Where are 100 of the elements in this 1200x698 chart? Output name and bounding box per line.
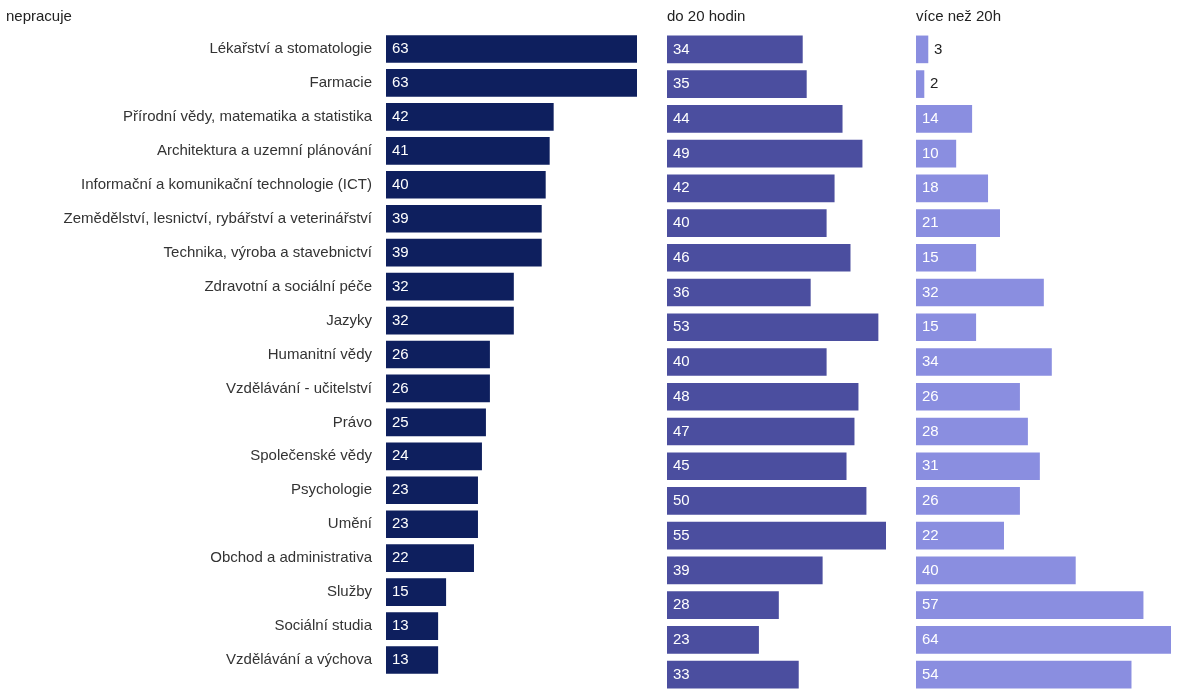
data-label: 39 xyxy=(673,560,690,578)
bar xyxy=(916,626,1171,654)
bar xyxy=(386,510,478,539)
data-label: 63 xyxy=(392,73,409,91)
data-label: 15 xyxy=(922,247,939,265)
y-tick-label: Právo xyxy=(332,412,372,430)
data-label: 35 xyxy=(673,74,690,92)
data-label: 48 xyxy=(673,386,690,404)
data-label: 64 xyxy=(922,630,939,648)
bar xyxy=(916,417,1028,446)
text: nepracuje xyxy=(6,7,72,25)
data-label: 34 xyxy=(673,39,690,57)
bar xyxy=(386,476,478,505)
data-label: 57 xyxy=(922,595,939,613)
y-tick-label: Přírodní vědy, matematika a statistika xyxy=(123,107,373,125)
data-label: 15 xyxy=(392,582,409,600)
data-label: 25 xyxy=(392,412,409,430)
bar xyxy=(667,521,886,550)
data-label: 13 xyxy=(392,616,409,634)
bar xyxy=(386,136,550,165)
bar xyxy=(667,278,811,307)
bar xyxy=(386,35,637,63)
y-tick-label: Zemědělství, lesnictví, rybářství a veterinářství xyxy=(63,208,373,226)
data-label: 26 xyxy=(922,491,939,509)
bar xyxy=(916,313,977,342)
data-label: 23 xyxy=(673,630,690,648)
data-label: 39 xyxy=(392,208,409,226)
y-tick-label: Zdravotní a sociální péče xyxy=(204,276,372,294)
bar xyxy=(667,139,863,168)
bar xyxy=(667,313,879,342)
data-label: 50 xyxy=(673,491,690,509)
data-label: 13 xyxy=(392,650,409,668)
bar xyxy=(667,591,779,619)
y-tick-label: Sociální studia xyxy=(274,616,373,634)
y-tick-label: Technika, výroba a stavebnictví xyxy=(163,242,373,260)
data-label: 23 xyxy=(392,514,409,532)
data-label: 31 xyxy=(922,456,939,474)
bar xyxy=(667,417,855,446)
data-label: 32 xyxy=(392,310,409,328)
data-label: 14 xyxy=(922,108,939,126)
data-label: 40 xyxy=(673,213,690,231)
bar xyxy=(386,238,542,267)
data-label: 42 xyxy=(392,107,409,125)
y-tick-label: Společenské vědy xyxy=(250,446,373,464)
bar xyxy=(667,105,843,133)
data-label: 26 xyxy=(392,378,409,396)
data-label: 40 xyxy=(392,174,409,192)
data-label: 47 xyxy=(673,421,690,439)
data-label: 33 xyxy=(673,664,690,682)
data-label: 28 xyxy=(673,595,690,613)
chart-title: více než 20h xyxy=(916,7,1002,25)
y-tick-label: Lékařství a stomatologie xyxy=(209,39,372,57)
bar xyxy=(667,348,827,376)
data-label: 26 xyxy=(392,344,409,362)
bar xyxy=(916,348,1052,376)
data-label: 24 xyxy=(392,446,409,464)
bar xyxy=(386,204,542,233)
bar xyxy=(386,442,482,471)
bar xyxy=(916,382,1020,411)
bar xyxy=(667,35,803,64)
bar xyxy=(386,103,554,131)
data-label: 63 xyxy=(392,39,409,57)
bar xyxy=(916,174,989,203)
bar xyxy=(916,35,929,64)
data-label: 18 xyxy=(922,178,939,196)
y-tick-label: Jazyky xyxy=(326,310,373,328)
bar xyxy=(667,556,823,585)
bar xyxy=(386,374,490,403)
y-tick-label: Umění xyxy=(327,514,373,532)
data-label: 23 xyxy=(392,480,409,498)
data-label: 42 xyxy=(673,178,690,196)
bar xyxy=(386,340,490,369)
y-tick-label: Služby xyxy=(326,582,373,600)
data-label: 49 xyxy=(673,143,690,161)
data-label: 39 xyxy=(392,242,409,260)
bar xyxy=(386,408,486,437)
data-label: 10 xyxy=(922,143,939,161)
bar xyxy=(916,105,973,133)
bar xyxy=(386,578,447,606)
bar xyxy=(916,556,1076,585)
data-label: 46 xyxy=(673,247,690,265)
y-tick-label: Vzdělávání - učitelství xyxy=(226,378,373,396)
bar xyxy=(386,272,514,301)
data-label: 34 xyxy=(922,352,939,370)
data-label: 44 xyxy=(673,108,690,126)
bar xyxy=(386,612,439,640)
data-label: 28 xyxy=(922,421,939,439)
data-label: 21 xyxy=(922,213,939,231)
y-tick-label: Humanitní vědy xyxy=(267,344,373,362)
data-label: 26 xyxy=(922,386,939,404)
data-label: 22 xyxy=(922,525,939,543)
bar xyxy=(667,382,859,411)
bar xyxy=(667,209,827,237)
data-label: 36 xyxy=(673,282,690,300)
y-tick-label: Farmacie xyxy=(309,73,372,91)
data-label: 40 xyxy=(673,352,690,370)
bar xyxy=(916,243,977,272)
bar xyxy=(667,452,847,481)
data-label: 41 xyxy=(392,140,409,158)
y-tick-label: Vzdělávání a výchova xyxy=(226,650,373,668)
